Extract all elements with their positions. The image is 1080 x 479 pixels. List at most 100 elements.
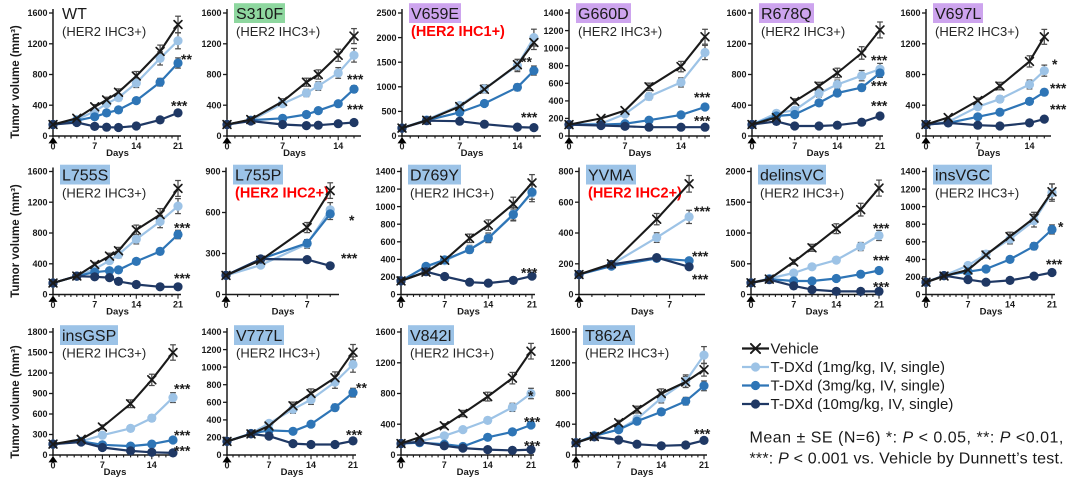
svg-text:1200: 1200 [726, 39, 746, 49]
svg-text:G660D: G660D [578, 6, 629, 23]
svg-text:1000: 1000 [201, 362, 221, 372]
svg-text:T-DXd (1mg/kg, IV, single): T-DXd (1mg/kg, IV, single) [771, 359, 946, 376]
svg-text:1600: 1600 [550, 327, 570, 337]
svg-text:7: 7 [280, 141, 285, 151]
svg-text:0: 0 [390, 450, 395, 460]
svg-text:1000: 1000 [725, 228, 745, 238]
svg-text:1200: 1200 [201, 345, 221, 355]
svg-text:800: 800 [905, 70, 920, 80]
svg-text:7: 7 [792, 141, 797, 151]
svg-text:0: 0 [741, 131, 746, 141]
svg-text:7: 7 [442, 460, 447, 470]
svg-text:0: 0 [566, 142, 571, 152]
svg-text:14: 14 [306, 460, 316, 470]
svg-text:1400: 1400 [543, 8, 563, 18]
svg-text:7: 7 [266, 460, 271, 470]
svg-text:***: *** [873, 278, 890, 294]
svg-text:Days: Days [807, 148, 830, 159]
svg-text:1600: 1600 [201, 8, 221, 18]
svg-text:***: *** [1046, 256, 1063, 272]
svg-text:(HER2 IHC3+): (HER2 IHC3+) [760, 186, 844, 201]
svg-text:***: *** [174, 381, 191, 397]
svg-text:14: 14 [131, 141, 141, 151]
svg-text:200: 200 [380, 272, 395, 282]
svg-text:800: 800 [558, 167, 573, 177]
svg-text:14: 14 [831, 300, 841, 310]
svg-text:800: 800 [206, 70, 221, 80]
svg-text:Days: Days [106, 148, 129, 159]
svg-text:WT: WT [62, 6, 87, 23]
svg-text:***: *** [521, 109, 538, 125]
svg-text:Days: Days [629, 148, 652, 159]
svg-text:***: *** [694, 112, 711, 128]
svg-text:0: 0 [915, 290, 920, 300]
svg-text:Vehicle: Vehicle [771, 341, 819, 358]
svg-text:900: 900 [205, 167, 220, 177]
svg-text:T862A: T862A [585, 328, 632, 345]
svg-text:400: 400 [731, 101, 746, 111]
svg-text:Days: Days [461, 148, 484, 159]
svg-text:0: 0 [398, 300, 403, 310]
svg-text:14: 14 [1005, 300, 1015, 310]
svg-text:V777L: V777L [236, 328, 282, 345]
svg-text:0: 0 [224, 461, 229, 471]
svg-text:7: 7 [457, 141, 462, 151]
svg-text:V697L: V697L [935, 6, 981, 23]
svg-text:0: 0 [42, 290, 47, 300]
svg-text:*: * [349, 212, 355, 228]
svg-text:600: 600 [205, 208, 220, 218]
svg-text:***: *** [346, 426, 363, 442]
svg-text:7: 7 [92, 141, 97, 151]
svg-text:7: 7 [92, 300, 97, 310]
svg-text:0: 0 [399, 142, 404, 152]
svg-text:***: *** [871, 98, 888, 114]
svg-text:1600: 1600 [27, 8, 47, 18]
svg-text:7: 7 [100, 460, 105, 470]
svg-text:**: ** [521, 54, 532, 70]
svg-text:1000: 1000 [543, 43, 563, 53]
svg-text:1500: 1500 [725, 197, 745, 207]
svg-text:1600: 1600 [375, 327, 395, 337]
svg-text:***: *** [694, 89, 711, 105]
svg-text:delinsVC: delinsVC [760, 168, 824, 185]
svg-text:***: *** [341, 250, 358, 266]
svg-text:0: 0 [216, 131, 221, 141]
svg-text:400: 400 [558, 228, 573, 238]
svg-text:14: 14 [483, 460, 493, 470]
svg-text:400: 400 [380, 255, 395, 265]
svg-text:400: 400 [555, 419, 570, 429]
svg-text:insGSP: insGSP [62, 328, 116, 345]
svg-text:***: *** [873, 220, 890, 236]
svg-text:***: *** [174, 427, 191, 443]
svg-text:7: 7 [305, 300, 310, 310]
svg-text:0: 0 [42, 131, 47, 141]
svg-text:Days: Days [806, 307, 829, 318]
svg-text:400: 400 [32, 101, 47, 111]
svg-text:14: 14 [333, 141, 343, 151]
svg-text:400: 400 [905, 255, 920, 265]
svg-text:7: 7 [975, 141, 980, 151]
svg-text:800: 800 [731, 70, 746, 80]
svg-text:V659E: V659E [411, 6, 459, 23]
svg-text:**: ** [181, 51, 192, 67]
svg-text:0: 0 [923, 142, 928, 152]
svg-text:Mean ± SE (N=6) *: P < 0.05, *: Mean ± SE (N=6) *: P < 0.05, **: P <0.01… [750, 430, 1064, 447]
svg-text:800: 800 [548, 61, 563, 71]
svg-text:14: 14 [656, 460, 666, 470]
svg-text:0: 0 [216, 450, 221, 460]
svg-text:Days: Days [980, 307, 1003, 318]
svg-text:14: 14 [1024, 141, 1034, 151]
svg-text:400: 400 [380, 419, 395, 429]
svg-text:800: 800 [380, 219, 395, 229]
svg-text:D769Y: D769Y [410, 168, 459, 185]
svg-text:1200: 1200 [375, 184, 395, 194]
svg-text:800: 800 [32, 70, 47, 80]
svg-text:***: *** [871, 78, 888, 94]
svg-text:800: 800 [206, 380, 221, 390]
svg-text:2000: 2000 [725, 167, 745, 177]
svg-text:0: 0 [558, 131, 563, 141]
svg-text:1200: 1200 [27, 368, 47, 378]
svg-text:***: *** [873, 252, 890, 268]
svg-text:21: 21 [348, 460, 358, 470]
svg-text:0: 0 [50, 461, 55, 471]
